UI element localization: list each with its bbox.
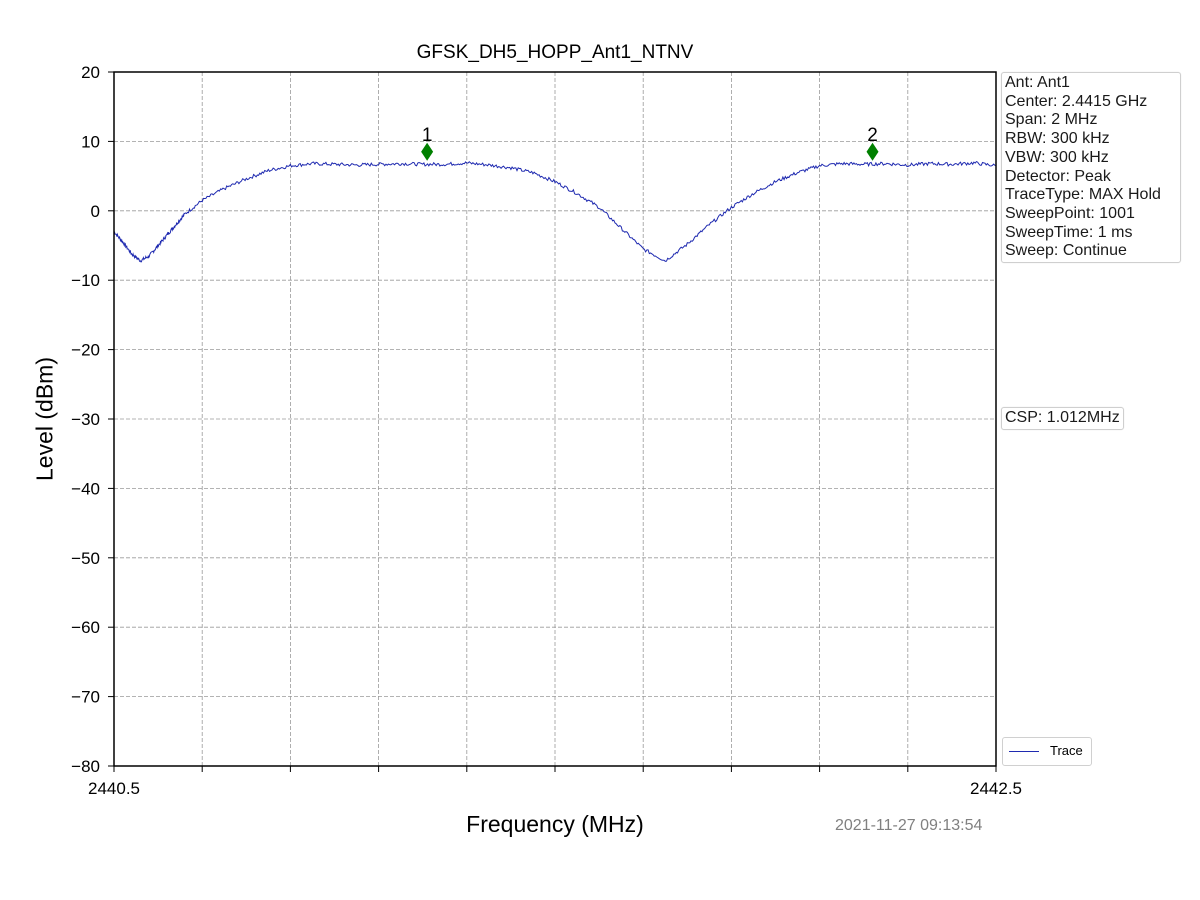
x-tick-label: 2440.5 [88,779,140,798]
y-tick-label: −30 [71,410,100,429]
legend-label: Trace [1050,743,1083,758]
info-line: SweepTime: 1 ms [1005,223,1133,241]
y-tick-label: −10 [71,271,100,290]
y-tick-label: −50 [71,549,100,568]
info-line: Detector: Peak [1005,167,1111,185]
info-line: TraceType: MAX Hold [1005,186,1161,204]
y-tick-label: 10 [81,132,100,151]
y-tick-label: 0 [91,202,100,221]
measurement-info-box: Ant: Ant1 Center: 2.4415 GHz Span: 2 MHz… [1001,72,1181,264]
x-axis-ticks: 2440.5 2442.5 [88,766,1022,798]
plot-frame [113,71,997,767]
marker-label: 2 [867,125,878,146]
csp-box: CSP: 1.012MHz [1001,407,1124,430]
y-axis-ticks: 20 10 0 −10 −20 −30 −40 −50 −60 −70 −80 [71,63,114,776]
y-tick-label: 20 [81,63,100,82]
y-tick-label: −60 [71,618,100,637]
info-line: Ant: Ant1 [1005,74,1070,91]
legend: Trace [1002,737,1092,766]
chart-title: GFSK_DH5_HOPP_Ant1_NTNV [416,42,694,63]
grid-lines [114,72,996,766]
info-line: VBW: 300 kHz [1005,148,1109,166]
legend-swatch [1009,751,1039,752]
info-line: SweepPoint: 1001 [1005,204,1135,222]
trace-line [113,160,997,263]
timestamp: 2021-11-27 09:13:54 [835,817,983,834]
info-line: Center: 2.4415 GHz [1005,92,1148,110]
marker-label: 1 [422,125,433,146]
info-line: RBW: 300 kHz [1005,130,1110,148]
y-tick-label: −20 [71,341,100,360]
info-line: Sweep: Continue [1005,242,1127,260]
x-tick-label: 2442.5 [970,779,1022,798]
y-tick-label: −40 [71,479,100,498]
peak-marker [421,142,434,161]
y-tick-label: −80 [71,757,100,776]
x-axis-label: Frequency (MHz) [466,811,644,837]
peak-marker [866,142,879,161]
trace-series [113,160,997,263]
y-axis-label: Level (dBm) [31,357,58,481]
info-line: Span: 2 MHz [1005,111,1098,129]
y-tick-label: −70 [71,688,100,707]
